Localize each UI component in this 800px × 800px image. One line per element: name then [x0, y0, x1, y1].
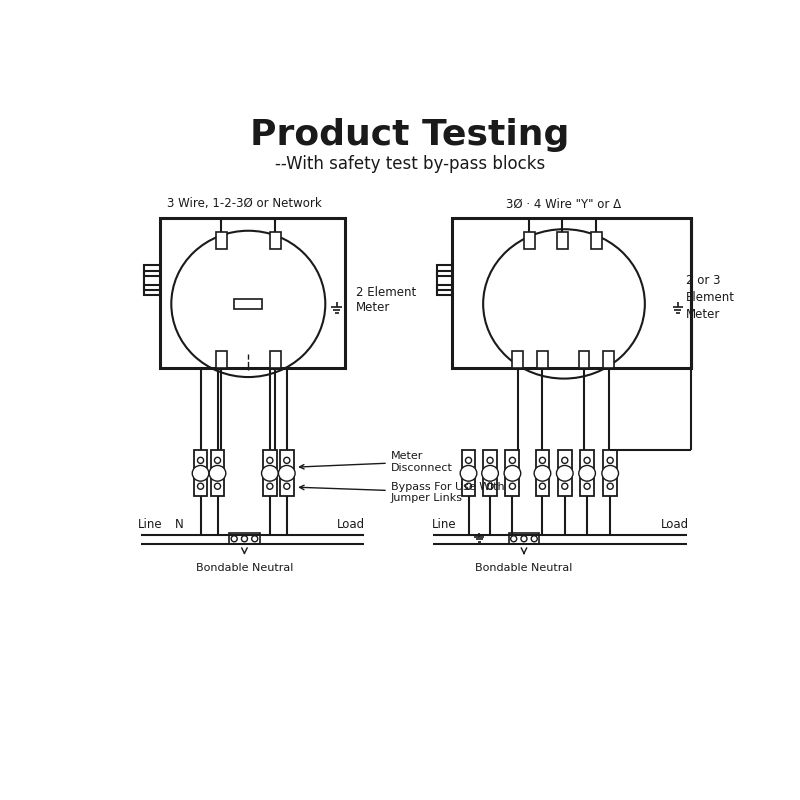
- Bar: [580, 450, 594, 496]
- Text: Line: Line: [431, 518, 456, 531]
- Bar: [229, 534, 260, 544]
- Circle shape: [214, 458, 221, 463]
- Circle shape: [487, 483, 493, 490]
- Ellipse shape: [278, 466, 295, 481]
- Circle shape: [466, 458, 471, 463]
- Circle shape: [198, 483, 204, 490]
- Text: Line: Line: [138, 518, 163, 531]
- Circle shape: [267, 483, 273, 490]
- Bar: [483, 450, 497, 496]
- Text: Meter
Disconnect: Meter Disconnect: [299, 451, 453, 473]
- Bar: [591, 232, 602, 250]
- Text: Bondable Neutral: Bondable Neutral: [196, 562, 293, 573]
- Circle shape: [252, 536, 258, 542]
- Bar: [506, 450, 519, 496]
- Bar: [462, 450, 475, 496]
- Bar: [524, 232, 534, 250]
- Bar: [144, 266, 160, 276]
- Ellipse shape: [460, 466, 477, 481]
- Circle shape: [510, 536, 517, 542]
- Ellipse shape: [192, 466, 209, 481]
- Circle shape: [521, 536, 527, 542]
- Circle shape: [584, 483, 590, 490]
- Text: Bondable Neutral: Bondable Neutral: [475, 562, 573, 573]
- Bar: [603, 450, 617, 496]
- Circle shape: [607, 483, 614, 490]
- Text: Load: Load: [338, 518, 366, 531]
- Ellipse shape: [578, 466, 595, 481]
- Circle shape: [510, 458, 515, 463]
- Circle shape: [198, 458, 204, 463]
- Circle shape: [231, 536, 238, 542]
- Ellipse shape: [262, 466, 278, 481]
- Text: 3Ø · 4 Wire "Y" or Δ: 3Ø · 4 Wire "Y" or Δ: [506, 198, 622, 210]
- Ellipse shape: [209, 466, 226, 481]
- Bar: [194, 450, 207, 496]
- Text: Bypass For Use With
Jumper Links: Bypass For Use With Jumper Links: [299, 482, 504, 503]
- Circle shape: [510, 483, 515, 490]
- Text: 3 Wire, 1-2-3Ø or Network: 3 Wire, 1-2-3Ø or Network: [167, 198, 322, 210]
- Bar: [234, 298, 262, 310]
- Bar: [558, 450, 572, 496]
- Circle shape: [466, 483, 471, 490]
- Text: N: N: [174, 518, 183, 531]
- Bar: [509, 534, 539, 544]
- Circle shape: [539, 483, 546, 490]
- Text: 2 or 3
Element
Meter: 2 or 3 Element Meter: [686, 274, 734, 322]
- Ellipse shape: [557, 466, 573, 481]
- Bar: [452, 218, 691, 368]
- Bar: [603, 351, 614, 368]
- Circle shape: [562, 458, 568, 463]
- Circle shape: [539, 458, 546, 463]
- Bar: [216, 351, 226, 368]
- Bar: [557, 232, 568, 250]
- Circle shape: [584, 458, 590, 463]
- Ellipse shape: [482, 466, 498, 481]
- Bar: [437, 266, 452, 276]
- Bar: [144, 285, 160, 295]
- Circle shape: [487, 458, 493, 463]
- Text: --With safety test by-pass blocks: --With safety test by-pass blocks: [275, 154, 545, 173]
- Bar: [160, 218, 345, 368]
- Circle shape: [214, 483, 221, 490]
- Bar: [270, 351, 281, 368]
- Text: Product Testing: Product Testing: [250, 118, 570, 151]
- Bar: [537, 351, 548, 368]
- Circle shape: [242, 536, 247, 542]
- Circle shape: [284, 483, 290, 490]
- Bar: [437, 285, 452, 295]
- Bar: [280, 450, 294, 496]
- Bar: [263, 450, 277, 496]
- Bar: [578, 351, 590, 368]
- Bar: [513, 351, 523, 368]
- Ellipse shape: [534, 466, 550, 481]
- Bar: [210, 450, 225, 496]
- Circle shape: [284, 458, 290, 463]
- Text: Load: Load: [661, 518, 689, 531]
- Bar: [270, 232, 281, 250]
- Ellipse shape: [602, 466, 618, 481]
- Text: 2 Element
Meter: 2 Element Meter: [356, 286, 416, 314]
- Ellipse shape: [504, 466, 521, 481]
- Circle shape: [562, 483, 568, 490]
- Circle shape: [607, 458, 614, 463]
- Circle shape: [531, 536, 538, 542]
- Bar: [216, 232, 226, 250]
- Circle shape: [267, 458, 273, 463]
- Bar: [535, 450, 550, 496]
